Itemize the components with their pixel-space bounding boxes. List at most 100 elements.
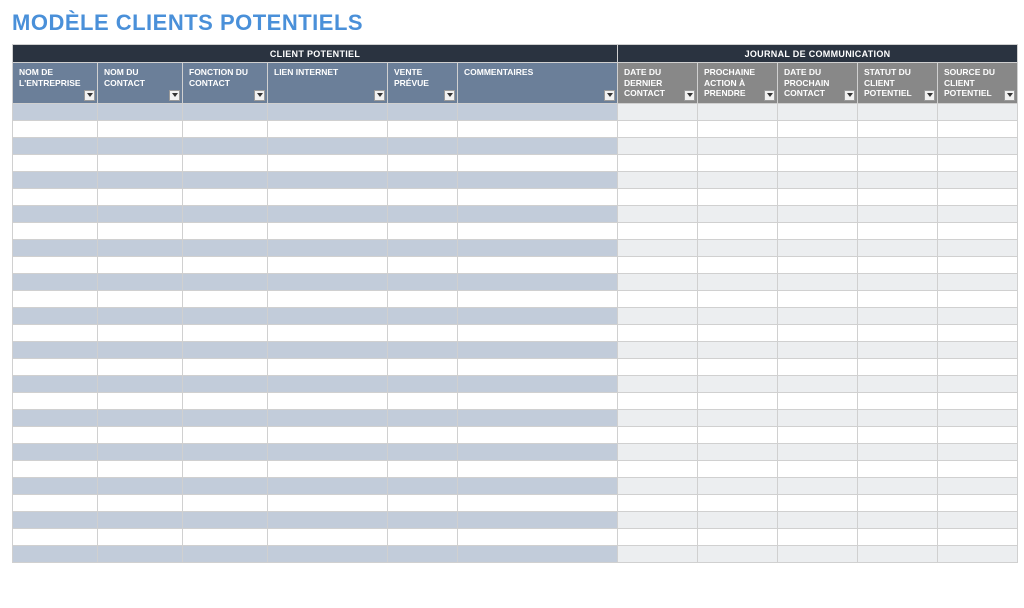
table-cell[interactable]: [183, 392, 268, 409]
table-cell[interactable]: [458, 137, 618, 154]
table-cell[interactable]: [778, 409, 858, 426]
table-cell[interactable]: [698, 120, 778, 137]
table-cell[interactable]: [268, 171, 388, 188]
table-cell[interactable]: [778, 341, 858, 358]
table-cell[interactable]: [938, 290, 1018, 307]
table-cell[interactable]: [13, 273, 98, 290]
table-cell[interactable]: [858, 273, 938, 290]
table-cell[interactable]: [778, 545, 858, 562]
table-cell[interactable]: [183, 341, 268, 358]
table-cell[interactable]: [388, 256, 458, 273]
table-cell[interactable]: [858, 341, 938, 358]
table-cell[interactable]: [698, 137, 778, 154]
table-cell[interactable]: [98, 545, 183, 562]
table-cell[interactable]: [698, 511, 778, 528]
table-cell[interactable]: [98, 205, 183, 222]
table-cell[interactable]: [98, 290, 183, 307]
table-cell[interactable]: [938, 494, 1018, 511]
filter-dropdown-icon[interactable]: [924, 90, 935, 101]
table-cell[interactable]: [778, 273, 858, 290]
table-cell[interactable]: [618, 171, 698, 188]
table-cell[interactable]: [13, 103, 98, 120]
table-cell[interactable]: [858, 511, 938, 528]
table-cell[interactable]: [938, 477, 1018, 494]
table-cell[interactable]: [268, 273, 388, 290]
table-cell[interactable]: [858, 307, 938, 324]
table-cell[interactable]: [698, 392, 778, 409]
table-cell[interactable]: [618, 103, 698, 120]
table-cell[interactable]: [698, 239, 778, 256]
table-cell[interactable]: [458, 409, 618, 426]
table-cell[interactable]: [778, 205, 858, 222]
table-cell[interactable]: [938, 205, 1018, 222]
table-cell[interactable]: [778, 494, 858, 511]
table-cell[interactable]: [98, 273, 183, 290]
table-cell[interactable]: [183, 443, 268, 460]
table-cell[interactable]: [618, 494, 698, 511]
table-cell[interactable]: [388, 307, 458, 324]
table-cell[interactable]: [13, 120, 98, 137]
table-cell[interactable]: [183, 103, 268, 120]
table-cell[interactable]: [98, 239, 183, 256]
table-cell[interactable]: [98, 511, 183, 528]
table-cell[interactable]: [183, 205, 268, 222]
table-cell[interactable]: [268, 477, 388, 494]
table-cell[interactable]: [98, 460, 183, 477]
table-cell[interactable]: [458, 392, 618, 409]
table-cell[interactable]: [268, 188, 388, 205]
table-cell[interactable]: [388, 324, 458, 341]
table-cell[interactable]: [618, 392, 698, 409]
table-cell[interactable]: [13, 528, 98, 545]
table-cell[interactable]: [268, 341, 388, 358]
table-cell[interactable]: [388, 273, 458, 290]
table-cell[interactable]: [183, 460, 268, 477]
table-cell[interactable]: [458, 103, 618, 120]
table-cell[interactable]: [13, 239, 98, 256]
table-cell[interactable]: [268, 137, 388, 154]
table-cell[interactable]: [698, 324, 778, 341]
table-cell[interactable]: [698, 290, 778, 307]
table-cell[interactable]: [13, 256, 98, 273]
table-cell[interactable]: [618, 511, 698, 528]
table-cell[interactable]: [183, 273, 268, 290]
table-cell[interactable]: [458, 188, 618, 205]
table-cell[interactable]: [938, 171, 1018, 188]
table-cell[interactable]: [13, 392, 98, 409]
table-cell[interactable]: [268, 358, 388, 375]
table-cell[interactable]: [388, 460, 458, 477]
table-cell[interactable]: [183, 545, 268, 562]
table-cell[interactable]: [778, 460, 858, 477]
table-cell[interactable]: [938, 443, 1018, 460]
table-cell[interactable]: [618, 443, 698, 460]
table-cell[interactable]: [98, 443, 183, 460]
table-cell[interactable]: [183, 409, 268, 426]
table-cell[interactable]: [458, 222, 618, 239]
table-cell[interactable]: [458, 528, 618, 545]
table-cell[interactable]: [13, 341, 98, 358]
table-cell[interactable]: [618, 426, 698, 443]
table-cell[interactable]: [388, 426, 458, 443]
table-cell[interactable]: [778, 222, 858, 239]
table-cell[interactable]: [13, 545, 98, 562]
filter-dropdown-icon[interactable]: [444, 90, 455, 101]
table-cell[interactable]: [98, 137, 183, 154]
table-cell[interactable]: [938, 188, 1018, 205]
table-cell[interactable]: [388, 154, 458, 171]
table-cell[interactable]: [858, 443, 938, 460]
table-cell[interactable]: [938, 528, 1018, 545]
table-cell[interactable]: [268, 324, 388, 341]
table-cell[interactable]: [98, 120, 183, 137]
table-cell[interactable]: [778, 120, 858, 137]
table-cell[interactable]: [183, 222, 268, 239]
table-cell[interactable]: [183, 290, 268, 307]
filter-dropdown-icon[interactable]: [169, 90, 180, 101]
filter-dropdown-icon[interactable]: [604, 90, 615, 101]
table-cell[interactable]: [618, 120, 698, 137]
table-cell[interactable]: [858, 239, 938, 256]
table-cell[interactable]: [98, 103, 183, 120]
table-cell[interactable]: [698, 341, 778, 358]
table-cell[interactable]: [938, 137, 1018, 154]
table-cell[interactable]: [183, 528, 268, 545]
table-cell[interactable]: [698, 426, 778, 443]
table-cell[interactable]: [618, 154, 698, 171]
